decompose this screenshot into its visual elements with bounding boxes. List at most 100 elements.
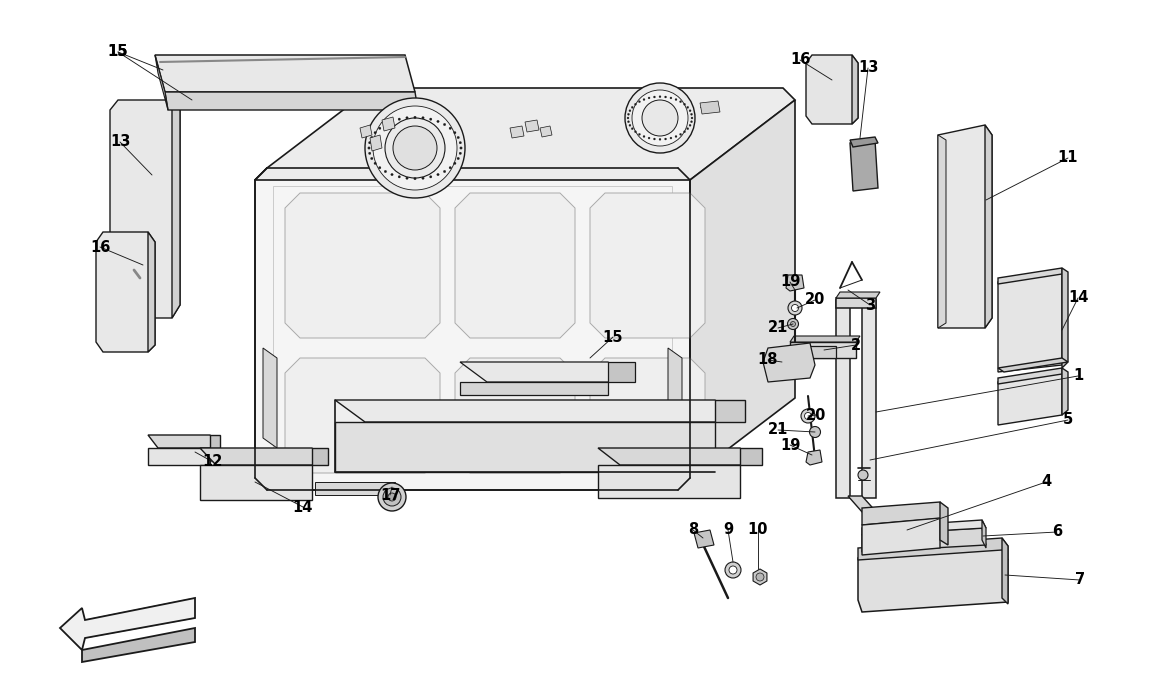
Text: 6: 6: [1052, 525, 1063, 540]
Text: 18: 18: [758, 352, 779, 367]
Circle shape: [802, 409, 815, 423]
Polygon shape: [455, 193, 575, 338]
Circle shape: [374, 162, 376, 165]
Circle shape: [422, 117, 424, 119]
Polygon shape: [285, 455, 297, 468]
Polygon shape: [148, 448, 210, 465]
Circle shape: [675, 98, 677, 100]
Text: 14: 14: [1068, 290, 1088, 305]
Polygon shape: [938, 125, 992, 328]
Circle shape: [724, 562, 741, 578]
Polygon shape: [858, 538, 1009, 560]
Polygon shape: [590, 358, 705, 473]
Circle shape: [378, 167, 381, 169]
Polygon shape: [590, 193, 705, 338]
Polygon shape: [460, 362, 635, 382]
Polygon shape: [200, 448, 328, 465]
Polygon shape: [215, 455, 297, 468]
Polygon shape: [164, 92, 417, 110]
Polygon shape: [148, 435, 220, 448]
Polygon shape: [263, 348, 277, 448]
Polygon shape: [1061, 268, 1068, 368]
Circle shape: [384, 170, 386, 173]
Polygon shape: [862, 300, 876, 498]
Polygon shape: [858, 548, 1009, 612]
Text: 8: 8: [688, 522, 698, 538]
Polygon shape: [739, 448, 762, 465]
Polygon shape: [850, 140, 877, 191]
Text: 7: 7: [1075, 572, 1086, 587]
Circle shape: [670, 137, 672, 139]
Circle shape: [631, 107, 634, 109]
Circle shape: [642, 100, 678, 136]
Circle shape: [378, 127, 381, 130]
Circle shape: [368, 141, 371, 144]
Circle shape: [388, 493, 396, 501]
Text: 12: 12: [202, 454, 223, 469]
Circle shape: [460, 147, 462, 149]
Polygon shape: [668, 348, 682, 448]
Polygon shape: [862, 520, 986, 535]
Text: 15: 15: [108, 44, 129, 59]
Circle shape: [687, 128, 689, 130]
Circle shape: [643, 98, 645, 100]
Circle shape: [368, 152, 371, 154]
Circle shape: [422, 177, 424, 180]
Polygon shape: [148, 232, 155, 352]
Text: 16: 16: [790, 53, 811, 68]
Polygon shape: [693, 530, 714, 548]
Circle shape: [457, 137, 460, 139]
Circle shape: [391, 120, 393, 123]
Circle shape: [448, 167, 452, 169]
Text: 4: 4: [1041, 475, 1051, 490]
Circle shape: [437, 173, 439, 176]
Circle shape: [370, 157, 373, 160]
Circle shape: [384, 124, 386, 126]
Circle shape: [406, 177, 408, 180]
Text: 13: 13: [109, 135, 130, 150]
Text: 11: 11: [1058, 150, 1079, 165]
Polygon shape: [1002, 538, 1009, 604]
Polygon shape: [762, 343, 815, 382]
Circle shape: [635, 103, 636, 105]
Circle shape: [370, 137, 373, 139]
Circle shape: [459, 141, 461, 144]
Polygon shape: [806, 55, 858, 124]
Circle shape: [683, 130, 685, 133]
Text: 13: 13: [858, 61, 879, 76]
Circle shape: [628, 121, 629, 123]
Polygon shape: [526, 120, 539, 132]
Text: 15: 15: [603, 329, 623, 344]
Text: 19: 19: [780, 438, 800, 453]
Circle shape: [680, 100, 682, 102]
Text: 3: 3: [865, 298, 875, 313]
Polygon shape: [155, 55, 415, 92]
Polygon shape: [998, 268, 1061, 284]
Circle shape: [453, 162, 457, 165]
Polygon shape: [785, 275, 804, 291]
Circle shape: [689, 110, 691, 112]
Text: 2: 2: [851, 337, 861, 352]
Polygon shape: [998, 368, 1061, 384]
Circle shape: [368, 147, 370, 149]
Polygon shape: [255, 168, 690, 490]
Circle shape: [670, 97, 672, 99]
Circle shape: [788, 318, 798, 329]
Polygon shape: [285, 358, 440, 473]
Polygon shape: [598, 448, 762, 465]
Polygon shape: [285, 193, 440, 338]
Circle shape: [638, 133, 641, 135]
Polygon shape: [986, 125, 992, 328]
Polygon shape: [998, 372, 1061, 425]
Polygon shape: [790, 342, 856, 358]
Polygon shape: [862, 518, 940, 555]
Circle shape: [629, 110, 631, 112]
Circle shape: [430, 118, 432, 120]
Text: 19: 19: [780, 275, 800, 290]
Circle shape: [638, 100, 641, 102]
Circle shape: [788, 301, 802, 315]
Circle shape: [649, 97, 650, 99]
Polygon shape: [200, 465, 312, 500]
Circle shape: [805, 413, 812, 419]
Polygon shape: [808, 346, 836, 358]
